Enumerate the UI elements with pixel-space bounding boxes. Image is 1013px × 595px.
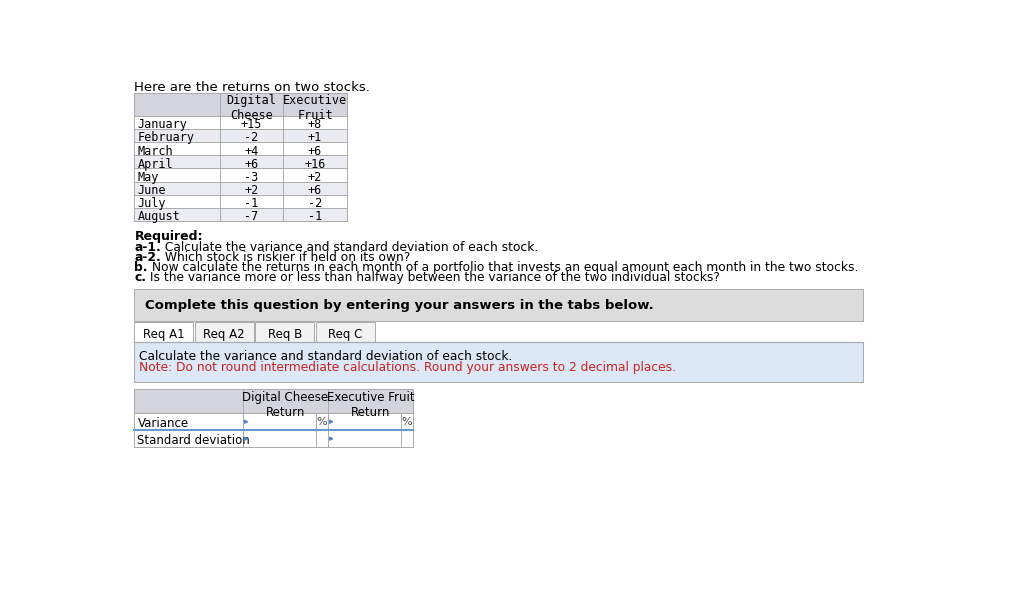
Text: -2: -2 <box>308 197 322 210</box>
Text: August: August <box>138 210 180 223</box>
Text: b.: b. <box>135 261 148 274</box>
Text: %: % <box>316 417 327 427</box>
Text: -2: -2 <box>244 131 258 145</box>
Text: %: % <box>402 417 412 427</box>
Text: Here are the returns on two stocks.: Here are the returns on two stocks. <box>135 82 370 95</box>
Bar <box>135 289 863 321</box>
Text: Req B: Req B <box>267 328 302 341</box>
Text: -7: -7 <box>244 210 258 223</box>
Text: Variance: Variance <box>138 417 188 430</box>
Text: June: June <box>138 184 166 197</box>
Bar <box>194 322 253 343</box>
Bar <box>135 430 413 447</box>
Text: +2: +2 <box>244 184 258 197</box>
Text: -3: -3 <box>244 171 258 184</box>
Text: January: January <box>138 118 187 131</box>
Bar <box>135 195 346 208</box>
Bar <box>135 129 346 142</box>
Text: Standard deviation: Standard deviation <box>138 434 250 447</box>
Text: +8: +8 <box>308 118 322 131</box>
Text: Note: Do not round intermediate calculations. Round your answers to 2 decimal pl: Note: Do not round intermediate calculat… <box>139 361 676 374</box>
Polygon shape <box>244 437 247 440</box>
Bar <box>135 142 346 155</box>
Bar <box>135 389 413 414</box>
Text: Calculate the variance and standard deviation of each stock.: Calculate the variance and standard devi… <box>139 350 513 363</box>
Text: April: April <box>138 158 173 171</box>
Text: Now calculate the returns in each month of a portfolio that invests an equal amo: Now calculate the returns in each month … <box>148 261 858 274</box>
Polygon shape <box>244 420 247 423</box>
Polygon shape <box>329 437 333 440</box>
Text: February: February <box>138 131 194 145</box>
Text: Req A1: Req A1 <box>143 328 184 341</box>
Text: July: July <box>138 197 166 210</box>
Text: Calculate the variance and standard deviation of each stock.: Calculate the variance and standard devi… <box>161 241 538 254</box>
Bar <box>135 181 346 195</box>
Text: +2: +2 <box>308 171 322 184</box>
Text: +4: +4 <box>244 145 258 158</box>
Text: -1: -1 <box>308 210 322 223</box>
Text: +6: +6 <box>244 158 258 171</box>
Bar <box>135 93 346 116</box>
Text: +6: +6 <box>308 145 322 158</box>
Text: Which stock is riskier if held on its own?: Which stock is riskier if held on its ow… <box>161 251 410 264</box>
Bar <box>135 343 863 383</box>
Text: May: May <box>138 171 159 184</box>
Text: Digital
Cheese: Digital Cheese <box>227 95 277 123</box>
Bar <box>316 322 375 343</box>
Text: +16: +16 <box>304 158 325 171</box>
Bar <box>135 322 193 343</box>
Text: Digital Cheese
Return: Digital Cheese Return <box>242 391 328 419</box>
Text: Req A2: Req A2 <box>204 328 245 341</box>
Bar <box>135 168 346 181</box>
Bar <box>255 322 314 343</box>
Text: Executive
Fruit: Executive Fruit <box>283 95 347 123</box>
Text: a-2.: a-2. <box>135 251 161 264</box>
Text: c.: c. <box>135 271 146 284</box>
Bar <box>135 342 193 343</box>
Text: -1: -1 <box>244 197 258 210</box>
Text: Complete this question by entering your answers in the tabs below.: Complete this question by entering your … <box>145 299 654 312</box>
Polygon shape <box>329 420 333 423</box>
Bar <box>135 414 413 430</box>
Text: +6: +6 <box>308 184 322 197</box>
Text: Req C: Req C <box>328 328 363 341</box>
Text: +15: +15 <box>241 118 262 131</box>
Text: a-1.: a-1. <box>135 241 161 254</box>
Bar <box>135 155 346 168</box>
Text: Executive Fruit
Return: Executive Fruit Return <box>327 391 414 419</box>
Bar <box>135 116 346 129</box>
Text: +1: +1 <box>308 131 322 145</box>
Bar <box>135 208 346 221</box>
Text: Is the variance more or less than halfway between the variance of the two indivi: Is the variance more or less than halfwa… <box>146 271 720 284</box>
Text: March: March <box>138 145 173 158</box>
Text: Required:: Required: <box>135 230 203 243</box>
